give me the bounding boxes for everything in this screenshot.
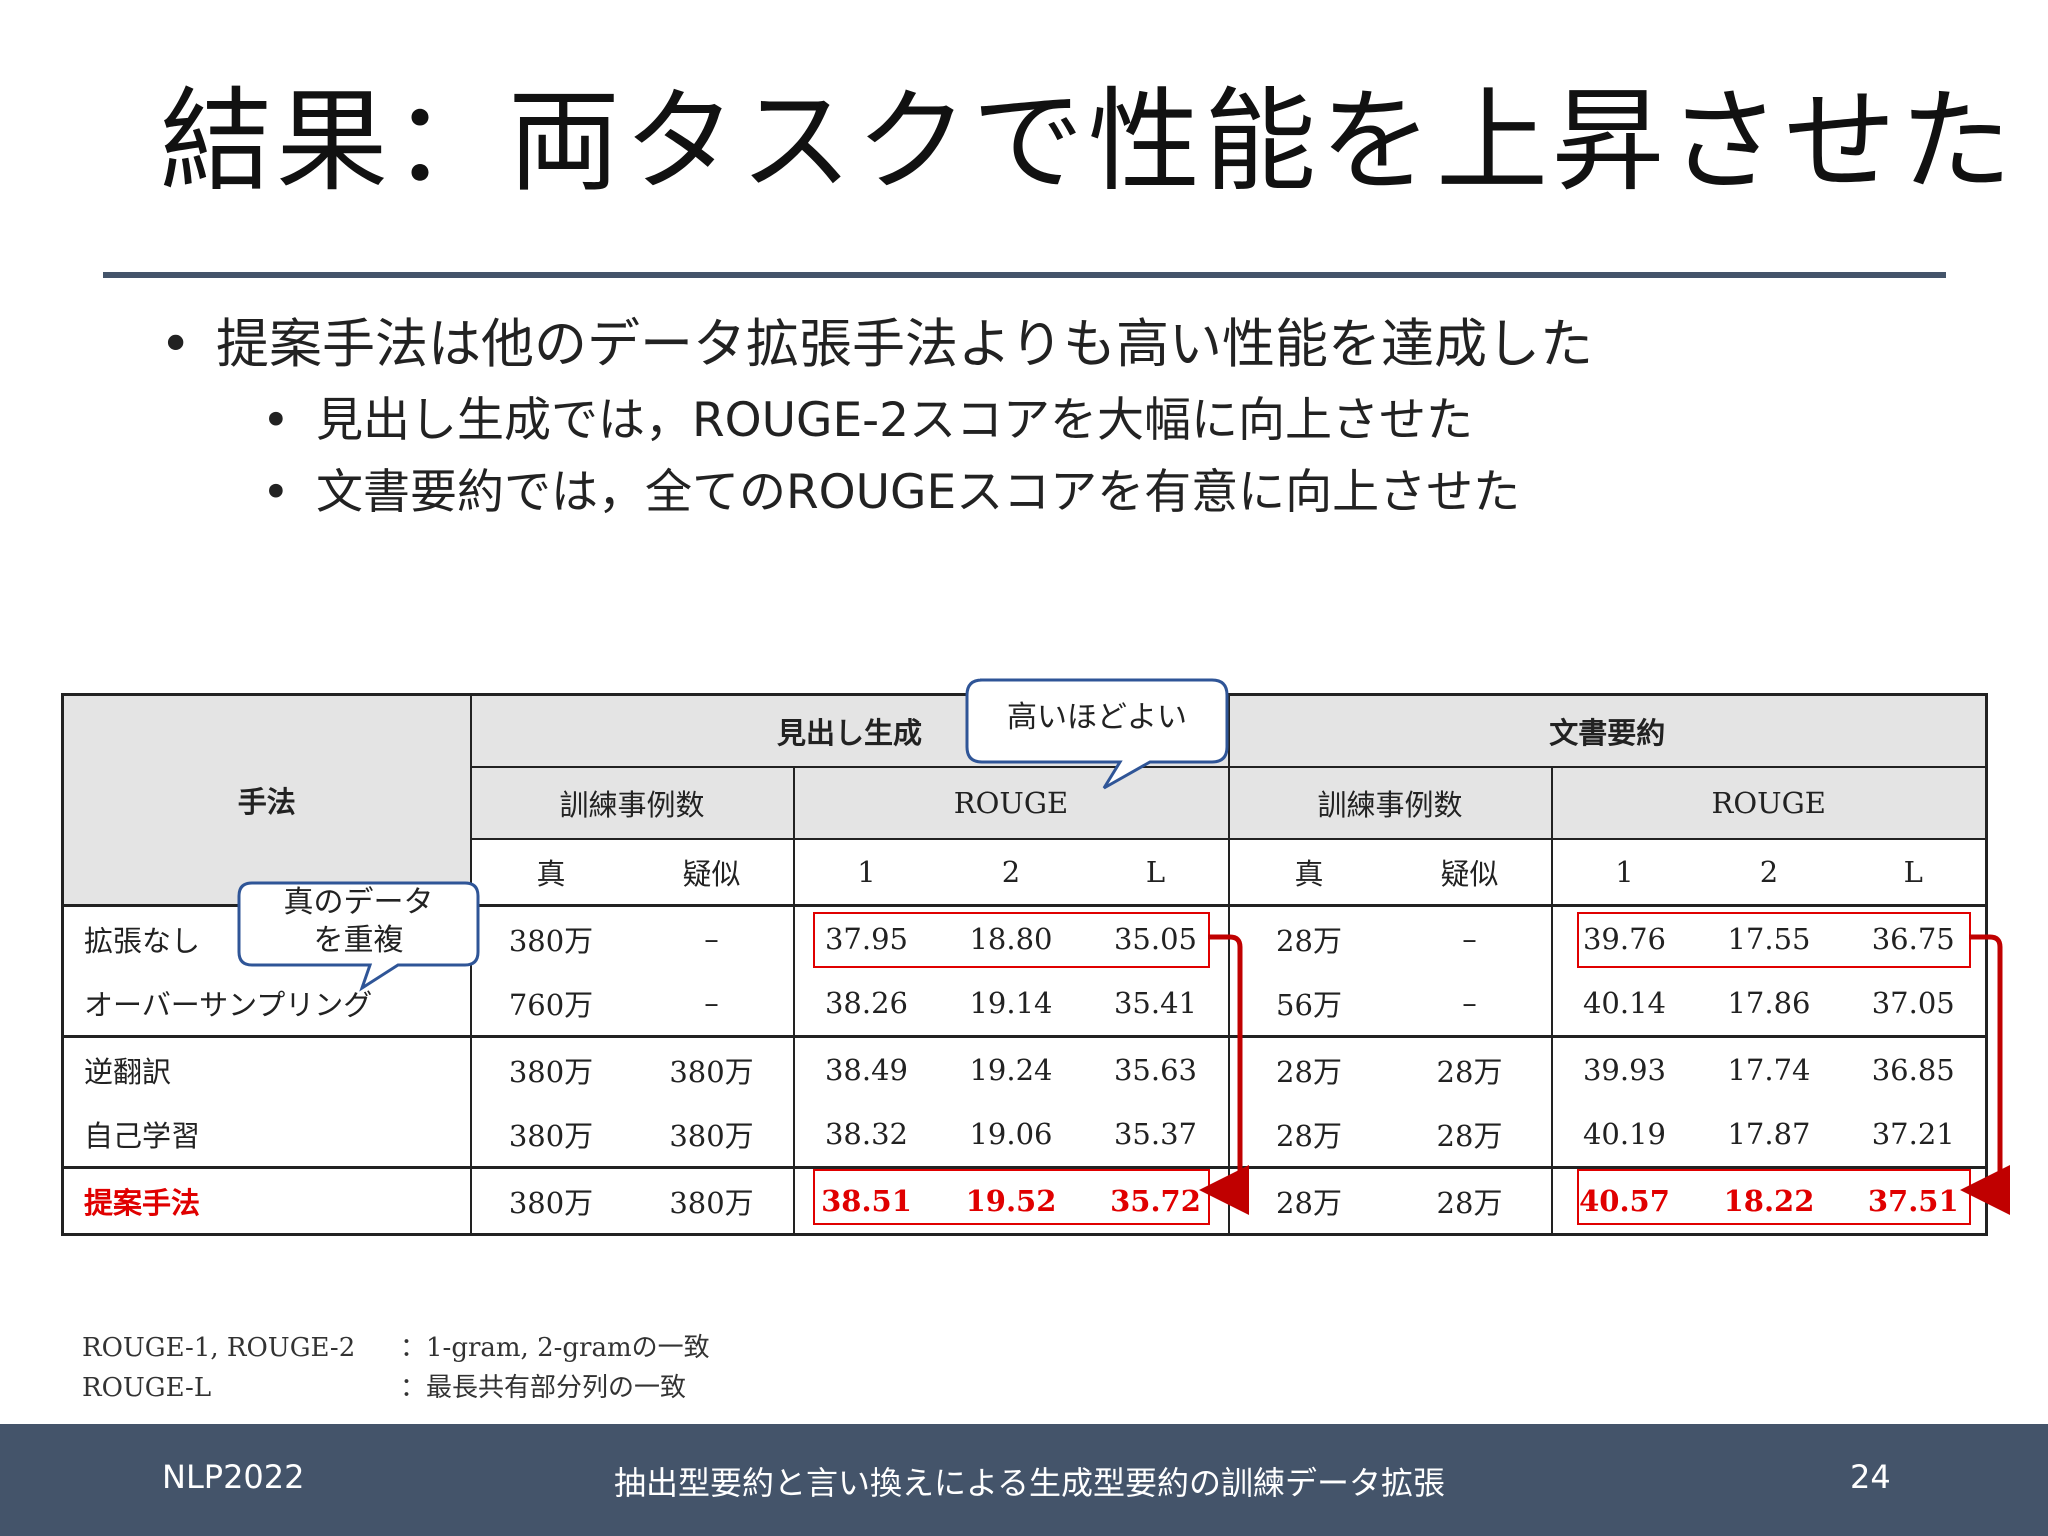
cell: 56万 — [1227, 971, 1389, 1037]
cell: – — [1462, 986, 1477, 1020]
cell: 39.76 — [1550, 904, 1697, 971]
cell: – — [630, 904, 794, 971]
bullet-sub-summary: 文書要約では，全てのROUGEスコアを有意に向上させた — [160, 457, 1593, 529]
col-rouge-2: 2 — [1696, 838, 1842, 906]
cell: 28万 — [1388, 1166, 1552, 1236]
bullet-list: 提案手法は他のデータ拡張手法よりも高い性能を達成した 見出し生成では，ROUGE… — [160, 305, 1593, 529]
table-row: 自己学習 380万 380万 38.32 19.06 35.37 28万 28万… — [61, 1102, 1988, 1168]
footnote-key: ROUGE-L — [82, 1373, 212, 1403]
cell: 36.75 — [1841, 904, 1988, 971]
cell: 37.05 — [1841, 971, 1988, 1037]
cell: 28万 — [1227, 1102, 1389, 1168]
cell: 19.06 — [969, 1117, 1053, 1151]
method-cell-proposed: 提案手法 — [61, 1166, 471, 1236]
callout-duplicate-line1: 真のデータ — [283, 885, 434, 920]
bullet-sub-headline: 見出し生成では，ROUGE-2スコアを大幅に向上させた — [160, 385, 1593, 457]
title-divider — [103, 272, 1946, 278]
footnote-key: ROUGE-1, ROUGE-2 — [82, 1333, 356, 1363]
slide-footer: NLP2022 抽出型要約と言い換えによる生成型要約の訓練データ拡張 24 — [0, 1424, 2048, 1536]
cell: 28万 — [1227, 1035, 1389, 1102]
method-cell: 逆翻訳 — [61, 1035, 471, 1102]
cell: 19.14 — [969, 986, 1053, 1020]
method-cell: オーバーサンプリング — [61, 971, 471, 1037]
footer-page-number: 24 — [1850, 1458, 1891, 1496]
cell: 40.19 — [1550, 1102, 1697, 1168]
table-row: 逆翻訳 380万 380万 38.49 19.24 35.63 28万 28万 … — [61, 1035, 1988, 1102]
cell: 380万 — [469, 1166, 631, 1236]
cell: 380万 — [630, 1166, 794, 1236]
train-count-header: 訓練事例数 — [1227, 766, 1552, 839]
cell: 760万 — [469, 971, 631, 1037]
improvement-arrow-headline — [1199, 934, 1249, 1215]
footnote-value: ：最長共有部分列の一致 — [400, 1373, 687, 1403]
col-rouge-l: L — [1083, 838, 1229, 906]
cell: 380万 — [469, 1035, 631, 1102]
cell: 38.49 — [792, 1035, 939, 1102]
train-count-header: 訓練事例数 — [469, 766, 794, 839]
table-row-proposed: 提案手法 380万 380万 38.51 19.52 35.72 28万 28万… — [61, 1166, 1988, 1236]
cell: 40.14 — [1550, 971, 1697, 1037]
cell: 35.41 — [1113, 986, 1198, 1020]
cell: 35.05 — [1083, 904, 1229, 971]
slide-title: 結果：両タスクで性能を上昇させた — [160, 77, 2016, 207]
cell: 38.32 — [792, 1102, 939, 1168]
cell: 17.86 — [1727, 986, 1811, 1020]
cell: – — [1388, 904, 1552, 971]
footnote-value: ：1-gram, 2-gramの一致 — [400, 1333, 710, 1363]
task-summary-header: 文書要約 — [1227, 693, 1988, 767]
highlight-box-summary-baseline — [1577, 912, 1971, 968]
cell: 380万 — [630, 1035, 794, 1102]
footnote-row: ROUGE-1, ROUGE-2 ：1-gram, 2-gramの一致 — [82, 1328, 710, 1368]
highlight-box-headline-baseline — [813, 912, 1210, 968]
cell: 19.24 — [938, 1035, 1084, 1102]
col-true: 真 — [1227, 838, 1389, 906]
footnote-row: ROUGE-L ：最長共有部分列の一致 — [82, 1368, 710, 1408]
col-pseudo: 疑似 — [630, 838, 794, 906]
cell: 37.95 — [792, 904, 939, 971]
footer-conference: NLP2022 — [162, 1458, 305, 1496]
rouge-header: ROUGE — [792, 766, 1229, 839]
callout-higher-better-text: 高いほどよい — [1007, 700, 1187, 735]
improvement-arrow-summary — [1960, 934, 2010, 1215]
cell: 36.85 — [1841, 1035, 1988, 1102]
cell: 28万 — [1436, 1119, 1503, 1153]
cell: 37.21 — [1841, 1102, 1988, 1168]
cell: 17.55 — [1696, 904, 1842, 971]
col-true: 真 — [469, 838, 631, 906]
cell: 39.93 — [1550, 1035, 1697, 1102]
cell: 28万 — [1388, 1035, 1552, 1102]
method-header: 手法 — [61, 693, 471, 906]
cell: 18.80 — [938, 904, 1084, 971]
cell: 380万 — [469, 1102, 631, 1168]
cell: 38.26 — [792, 971, 939, 1037]
cell: 17.87 — [1727, 1117, 1811, 1151]
footer-paper-title: 抽出型要約と言い換えによる生成型要約の訓練データ拡張 — [614, 1464, 1446, 1502]
footnotes: ROUGE-1, ROUGE-2 ：1-gram, 2-gramの一致 ROUG… — [82, 1328, 710, 1408]
col-rouge-1: 1 — [1550, 838, 1697, 906]
cell: 28万 — [1227, 904, 1389, 971]
callout-duplicate-line2: を重複 — [313, 923, 404, 958]
rouge-header: ROUGE — [1550, 766, 1988, 839]
cell: – — [704, 986, 719, 1020]
bullet-main: 提案手法は他のデータ拡張手法よりも高い性能を達成した — [160, 305, 1593, 385]
col-rouge-l: L — [1841, 838, 1988, 906]
callout-duplicate-bubble — [237, 881, 480, 992]
cell: 35.63 — [1083, 1035, 1229, 1102]
cell: 17.74 — [1696, 1035, 1842, 1102]
cell: 35.37 — [1113, 1117, 1198, 1151]
method-cell: 自己学習 — [61, 1102, 471, 1168]
cell: 380万 — [669, 1119, 754, 1153]
callout-higher-better-bubble — [965, 678, 1229, 790]
table-row: オーバーサンプリング 760万 – 38.26 19.14 35.41 56万 … — [61, 971, 1988, 1037]
cell: 28万 — [1227, 1166, 1389, 1236]
col-pseudo: 疑似 — [1388, 838, 1552, 906]
cell: 380万 — [469, 904, 631, 971]
col-rouge-1: 1 — [792, 838, 939, 906]
callout-duplicate-text: 真のデータ を重複 — [239, 884, 478, 960]
col-rouge-2: 2 — [938, 838, 1084, 906]
